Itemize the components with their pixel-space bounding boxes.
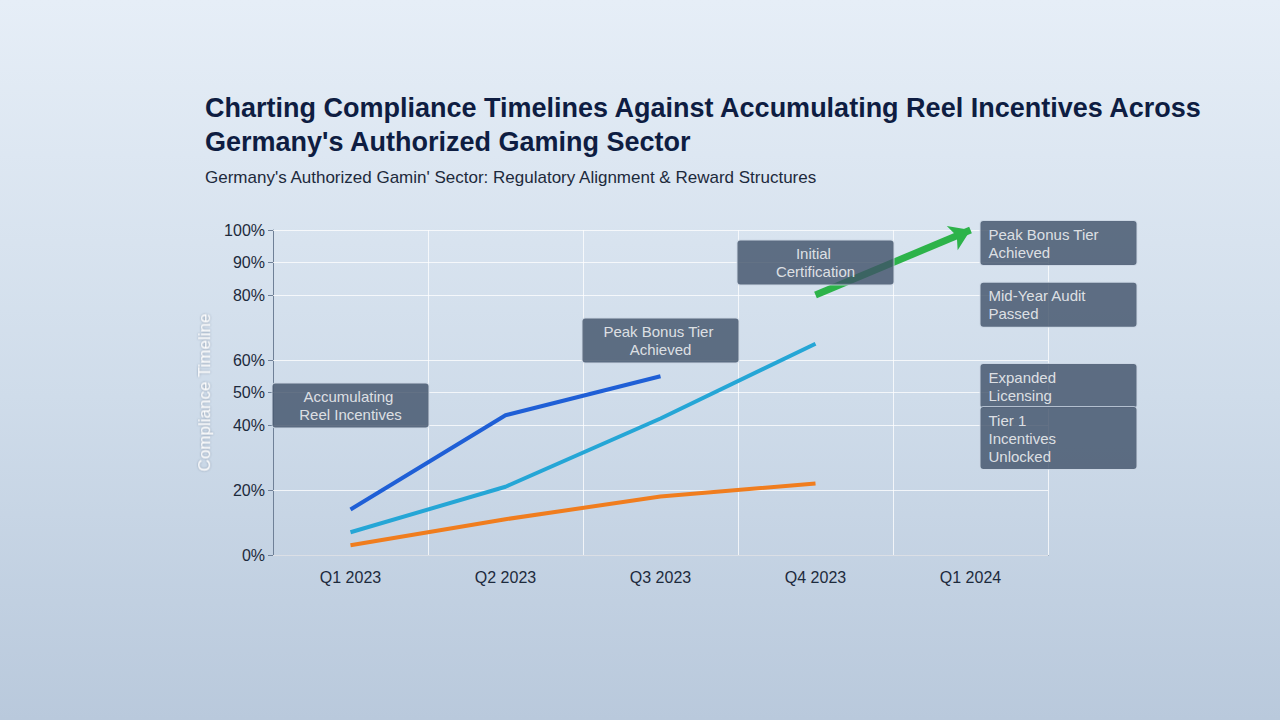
- svg-text:Licensing: Licensing: [989, 387, 1052, 404]
- svg-text:Unlocked: Unlocked: [989, 448, 1052, 465]
- svg-text:Achieved: Achieved: [630, 341, 692, 358]
- svg-text:Passed: Passed: [989, 305, 1039, 322]
- svg-text:Accumulating: Accumulating: [303, 388, 397, 405]
- svg-text:Certification: Certification: [776, 263, 855, 280]
- svg-text:Q4 2023: Q4 2023: [785, 569, 846, 586]
- svg-text:50%: 50%: [233, 384, 265, 401]
- svg-text:Compliance Timeline: Compliance Timeline: [195, 314, 214, 472]
- svg-text:20%: 20%: [233, 482, 265, 499]
- svg-text:Germany's Authorized Gamin' Se: Germany's Authorized Gamin' Sector: Regu…: [205, 168, 816, 187]
- svg-text:Mid-Year Audit: Mid-Year Audit: [989, 287, 1090, 304]
- svg-text:Initial: Initial: [796, 245, 835, 262]
- svg-text:Tier 1: Tier 1: [989, 412, 1031, 429]
- svg-text:90%: 90%: [233, 254, 265, 271]
- svg-text:Germany's Authorized Gaming Se: Germany's Authorized Gaming Sector: [205, 127, 691, 157]
- svg-text:Charting Compliance Timelines: Charting Compliance Timelines Against Ac…: [205, 93, 1208, 123]
- svg-text:Peak Bonus Tier: Peak Bonus Tier: [989, 226, 1103, 243]
- svg-text:Q2 2023: Q2 2023: [475, 569, 536, 586]
- svg-text:100%: 100%: [224, 222, 265, 239]
- svg-text:40%: 40%: [233, 417, 265, 434]
- svg-text:Expanded: Expanded: [989, 369, 1061, 386]
- svg-text:0%: 0%: [242, 547, 265, 564]
- svg-text:Q3 2023: Q3 2023: [630, 569, 691, 586]
- svg-text:80%: 80%: [233, 287, 265, 304]
- svg-text:Q1 2023: Q1 2023: [320, 569, 381, 586]
- svg-text:60%: 60%: [233, 352, 265, 369]
- svg-text:Q1 2024: Q1 2024: [940, 569, 1001, 586]
- svg-text:Peak Bonus Tier: Peak Bonus Tier: [603, 323, 717, 340]
- svg-text:Achieved: Achieved: [989, 244, 1051, 261]
- svg-text:Incentives: Incentives: [989, 430, 1061, 447]
- svg-text:Reel Incentives: Reel Incentives: [299, 406, 402, 423]
